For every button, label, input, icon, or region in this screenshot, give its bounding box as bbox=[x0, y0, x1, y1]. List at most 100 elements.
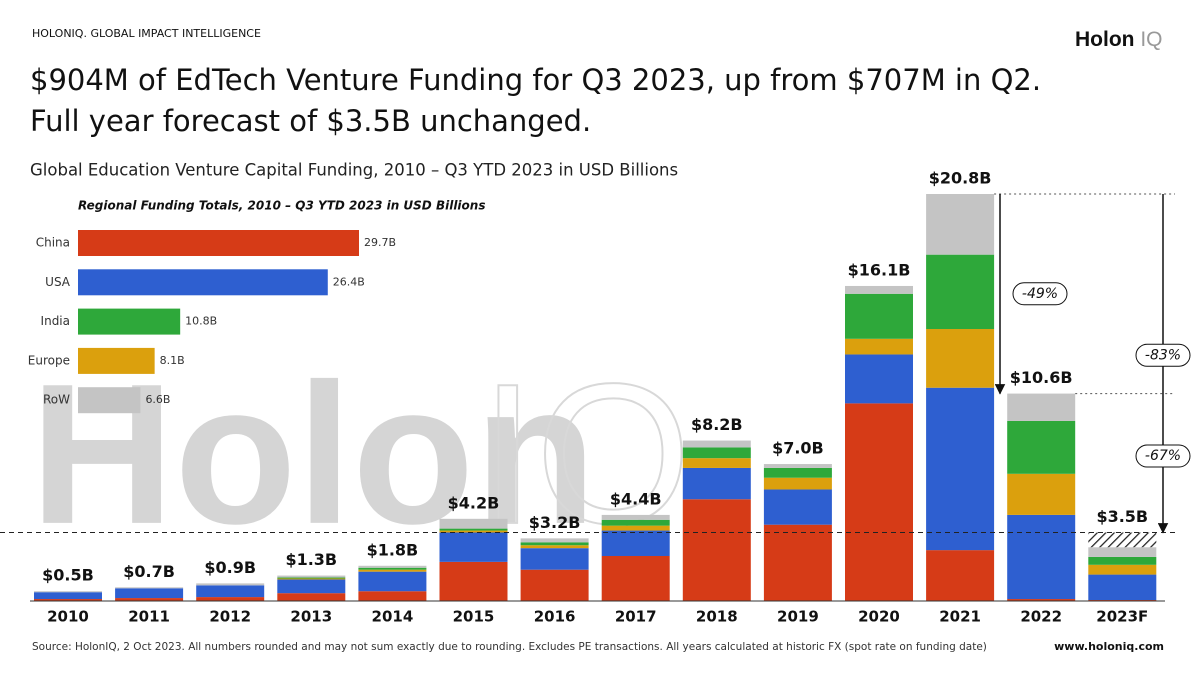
bar-segment bbox=[926, 194, 995, 255]
source: Source: HolonIQ, 2 Oct 2023. All numbers… bbox=[32, 641, 987, 653]
logo-text: IQ bbox=[1140, 28, 1162, 51]
value-label: 8.1B bbox=[160, 354, 185, 367]
y-tick-label: China bbox=[36, 236, 70, 250]
x-tick-label: 2023F bbox=[1096, 608, 1148, 626]
total-label: $4.4B bbox=[610, 489, 662, 508]
bar-segment bbox=[926, 387, 995, 551]
bar-segment bbox=[1088, 556, 1157, 565]
bar-segment bbox=[682, 458, 751, 468]
bar-segment bbox=[439, 561, 508, 601]
bar-segment bbox=[1088, 547, 1157, 557]
logo: Holon IQ bbox=[1075, 28, 1163, 51]
title: $904M of EdTech Venture Funding for Q3 2… bbox=[30, 63, 1041, 97]
bar-segment bbox=[1007, 514, 1076, 600]
bar-segment bbox=[682, 499, 751, 601]
bar-segment bbox=[926, 329, 995, 388]
annotation: -49% bbox=[1022, 286, 1058, 302]
bar-segment bbox=[358, 569, 427, 572]
annotation-box bbox=[1135, 343, 1191, 367]
header: HOLONIQ. GLOBAL IMPACT INTELLIGENCE bbox=[32, 27, 261, 40]
bar-segment bbox=[115, 598, 184, 601]
x-tick-label: 2021 bbox=[939, 608, 981, 626]
x-tick-label: 2019 bbox=[777, 608, 819, 626]
bar-segment bbox=[196, 583, 265, 586]
bar-segment bbox=[763, 489, 832, 525]
bar-segment bbox=[34, 592, 102, 600]
bar bbox=[78, 230, 359, 256]
bar-segment bbox=[196, 597, 265, 601]
bar bbox=[78, 347, 155, 374]
bar bbox=[78, 387, 141, 414]
bar-segment bbox=[34, 599, 102, 601]
bar-segment bbox=[520, 538, 589, 543]
total-label: $0.9B bbox=[204, 558, 256, 577]
website[interactable]: www.holoniq.com bbox=[1054, 640, 1164, 653]
annotation-box bbox=[1012, 282, 1068, 306]
bar-segment bbox=[358, 565, 427, 568]
bar-segment bbox=[926, 550, 995, 601]
y-tick-label: RoW bbox=[43, 393, 70, 407]
watermark: Holon IQ bbox=[30, 342, 692, 567]
bar bbox=[78, 269, 328, 296]
y-tick-label: USA bbox=[45, 275, 71, 289]
bar-segment bbox=[1007, 393, 1076, 421]
bar-segment bbox=[601, 525, 670, 531]
bar-segment bbox=[115, 587, 184, 589]
total-label: $16.1B bbox=[848, 260, 911, 279]
y-tick-label: Europe bbox=[28, 353, 70, 367]
bar-segment bbox=[601, 555, 670, 601]
bar-segment bbox=[926, 254, 995, 330]
bar-segment bbox=[196, 585, 265, 598]
annotation-box bbox=[1135, 444, 1191, 468]
bar-segment bbox=[520, 545, 589, 549]
value-label: 10.8B bbox=[185, 315, 217, 328]
bar-segment bbox=[682, 447, 751, 459]
bar-segment bbox=[763, 464, 832, 468]
annotation: -67% bbox=[1145, 448, 1181, 464]
total-label: $1.3B bbox=[285, 550, 337, 569]
annotation: -83% bbox=[1145, 347, 1181, 363]
bar-segment bbox=[277, 577, 346, 579]
bar-segment bbox=[277, 578, 346, 580]
bar-segment bbox=[277, 593, 346, 601]
x-tick-label: 2020 bbox=[858, 608, 900, 626]
x-tick-label: 2018 bbox=[696, 608, 738, 626]
bar-segment bbox=[845, 293, 913, 339]
total-label: $0.5B bbox=[42, 566, 94, 585]
bar-segment bbox=[845, 403, 913, 601]
total-label: $8.2B bbox=[691, 415, 743, 434]
total-label: $3.2B bbox=[529, 513, 581, 532]
inset-title: Regional Funding Totals, 2010 – Q3 YTD 2… bbox=[78, 199, 485, 213]
bar-segment bbox=[358, 571, 427, 592]
bar-segment bbox=[601, 514, 670, 520]
bar-segment bbox=[115, 588, 184, 599]
x-tick-label: 2011 bbox=[128, 608, 170, 626]
y-tick-label: India bbox=[41, 314, 70, 328]
value-label: 26.4B bbox=[333, 275, 365, 288]
bar-segment bbox=[520, 548, 589, 570]
bar-segment bbox=[845, 338, 913, 355]
bar-segment bbox=[34, 591, 102, 593]
x-tick-label: 2010 bbox=[47, 608, 89, 626]
bar-segment bbox=[845, 285, 913, 294]
bar-segment bbox=[763, 467, 832, 478]
bar-segment bbox=[439, 518, 508, 529]
bar-segment bbox=[1088, 532, 1157, 548]
bar-segment bbox=[601, 519, 670, 526]
bar-segment bbox=[439, 532, 508, 562]
x-tick-label: 2013 bbox=[290, 608, 332, 626]
bar-segment bbox=[277, 579, 346, 594]
bar-segment bbox=[277, 575, 346, 578]
x-tick-label: 2015 bbox=[453, 608, 495, 626]
bar-segment bbox=[1007, 473, 1076, 515]
x-tick-label: 2017 bbox=[615, 608, 657, 626]
x-tick-label: 2014 bbox=[372, 608, 414, 626]
x-tick-label: 2022 bbox=[1020, 608, 1062, 626]
x-tick-label: 2012 bbox=[209, 608, 251, 626]
total-label: $4.2B bbox=[448, 493, 500, 512]
bar-segment bbox=[439, 530, 508, 533]
bar-segment bbox=[1088, 574, 1157, 601]
bar-segment bbox=[763, 477, 832, 490]
bar-segment bbox=[358, 567, 427, 570]
